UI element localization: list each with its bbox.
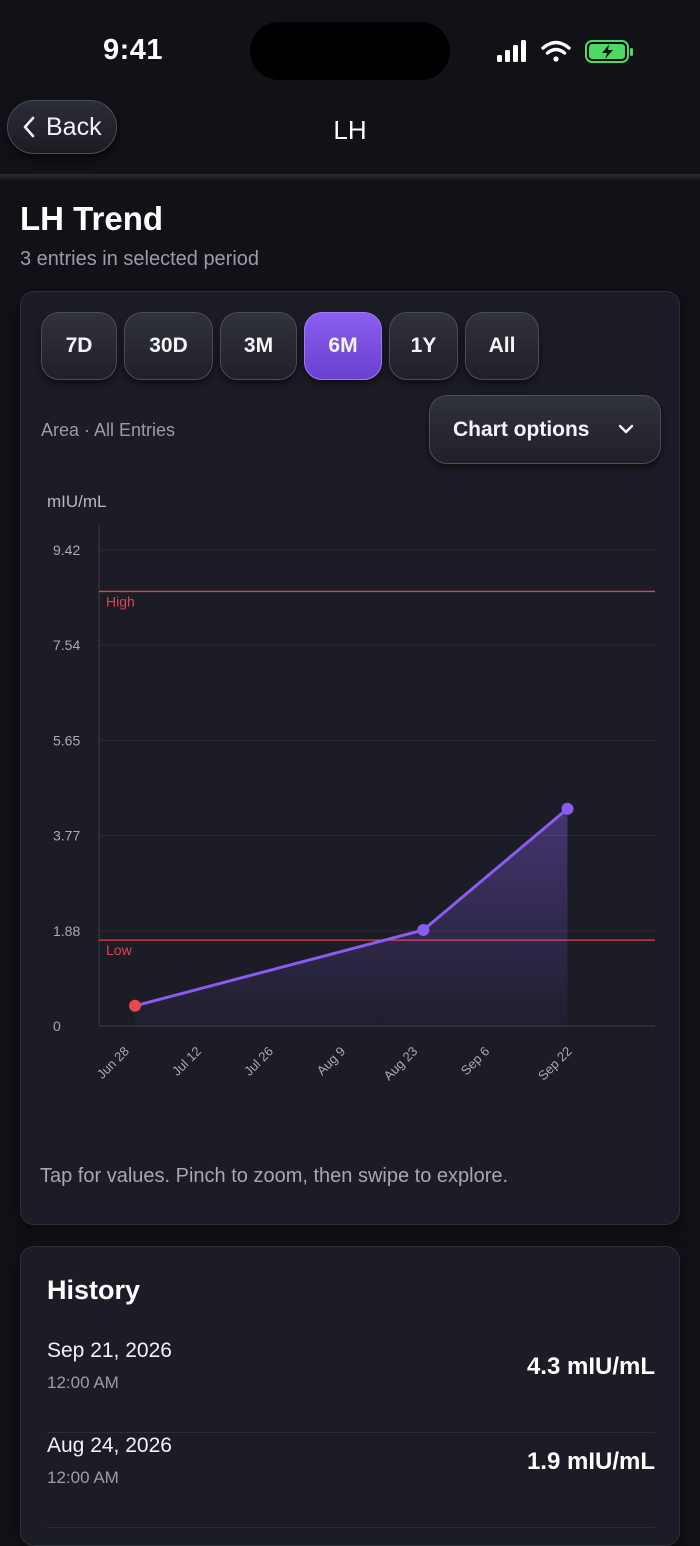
status-icons [497,40,633,63]
series-area [135,808,568,1026]
range-7d-button[interactable]: 7D [41,312,117,380]
range-1y-label: 1Y [410,334,437,357]
x-tick-label: Aug 23 [381,1044,421,1084]
back-button[interactable]: Back [7,100,117,154]
y-axis-unit: mIU/mL [47,492,107,511]
nav-title: LH [333,115,367,145]
y-tick-label: 9.42 [53,542,80,558]
range-1y-button[interactable]: 1Y [389,312,458,380]
data-point [417,923,430,936]
y-tick-label: 7.54 [53,637,80,653]
reference-label-low: Low [106,942,133,958]
page-title: LH Trend [20,200,164,237]
x-tick-label: Sep 6 [458,1044,493,1079]
chevron-down-icon [618,424,634,434]
entry-value: 1.9 mIU/mL [526,1448,655,1475]
reference-label-high: High [106,593,135,609]
row-divider [47,1527,655,1528]
range-30d-button[interactable]: 30D [124,312,213,380]
chart-card: 7D 30D 3M 6M 1Y All Area · All Entries C… [20,291,680,1225]
chart-options-button[interactable]: Chart options [429,395,661,464]
range-all-label: All [488,334,516,357]
history-row[interactable]: Aug 24, 2026 12:00 AM 1.9 mIU/mL [47,1434,655,1528]
chart-options-label: Chart options [453,417,590,441]
chart-hint: Tap for values. Pinch to zoom, then swip… [40,1165,509,1187]
x-tick-label: Aug 9 [314,1044,349,1079]
entry-date: Sep 21, 2026 [47,1339,172,1362]
entry-value: 4.3 mIU/mL [526,1353,655,1380]
y-tick-label: 1.88 [53,923,80,939]
history-card: History Sep 21, 2026 12:00 AM 4.3 mIU/mL… [20,1246,680,1546]
status-bar: 9:41 [0,0,700,100]
y-tick-label: 5.65 [53,733,80,749]
range-3m-label: 3M [243,334,274,357]
row-divider [47,1432,655,1433]
range-7d-label: 7D [65,334,93,357]
data-point [129,999,142,1012]
x-tick-label: Jul 12 [169,1044,204,1079]
signal-icon [497,40,526,62]
battery-charging-icon [585,40,633,63]
page-subtitle: 3 entries in selected period [20,248,260,270]
range-all-button[interactable]: All [465,312,539,380]
x-tick-label: Sep 22 [535,1044,575,1084]
data-point [561,802,574,815]
chevron-left-icon [23,116,35,138]
history-row[interactable]: Sep 21, 2026 12:00 AM 4.3 mIU/mL [47,1339,655,1433]
nav-divider [0,174,700,180]
range-6m-label: 6M [328,334,358,357]
x-tick-label: Jun 28 [94,1044,132,1082]
entry-date: Aug 24, 2026 [47,1434,172,1457]
lh-area-chart[interactable]: 9.42 7.54 5.65 3.77 1.88 0 High Low Jun 28 Jul 12… [21,512,681,1162]
range-30d-label: 30D [149,334,188,357]
dynamic-island [250,22,450,80]
entry-time: 12:00 AM [47,1373,119,1392]
wifi-icon [541,40,571,62]
x-tick-label: Jul 26 [241,1044,276,1079]
back-button-label: Back [46,112,102,141]
status-time: 9:41 [103,34,164,66]
chart-meta: Area · All Entries [41,420,176,440]
history-title: History [47,1275,141,1305]
range-6m-button[interactable]: 6M [304,312,382,380]
navigation-bar: Back LH [0,95,700,175]
entry-time: 12:00 AM [47,1468,119,1487]
y-tick-label: 0 [53,1018,61,1034]
y-tick-label: 3.77 [53,827,80,843]
range-3m-button[interactable]: 3M [220,312,297,380]
